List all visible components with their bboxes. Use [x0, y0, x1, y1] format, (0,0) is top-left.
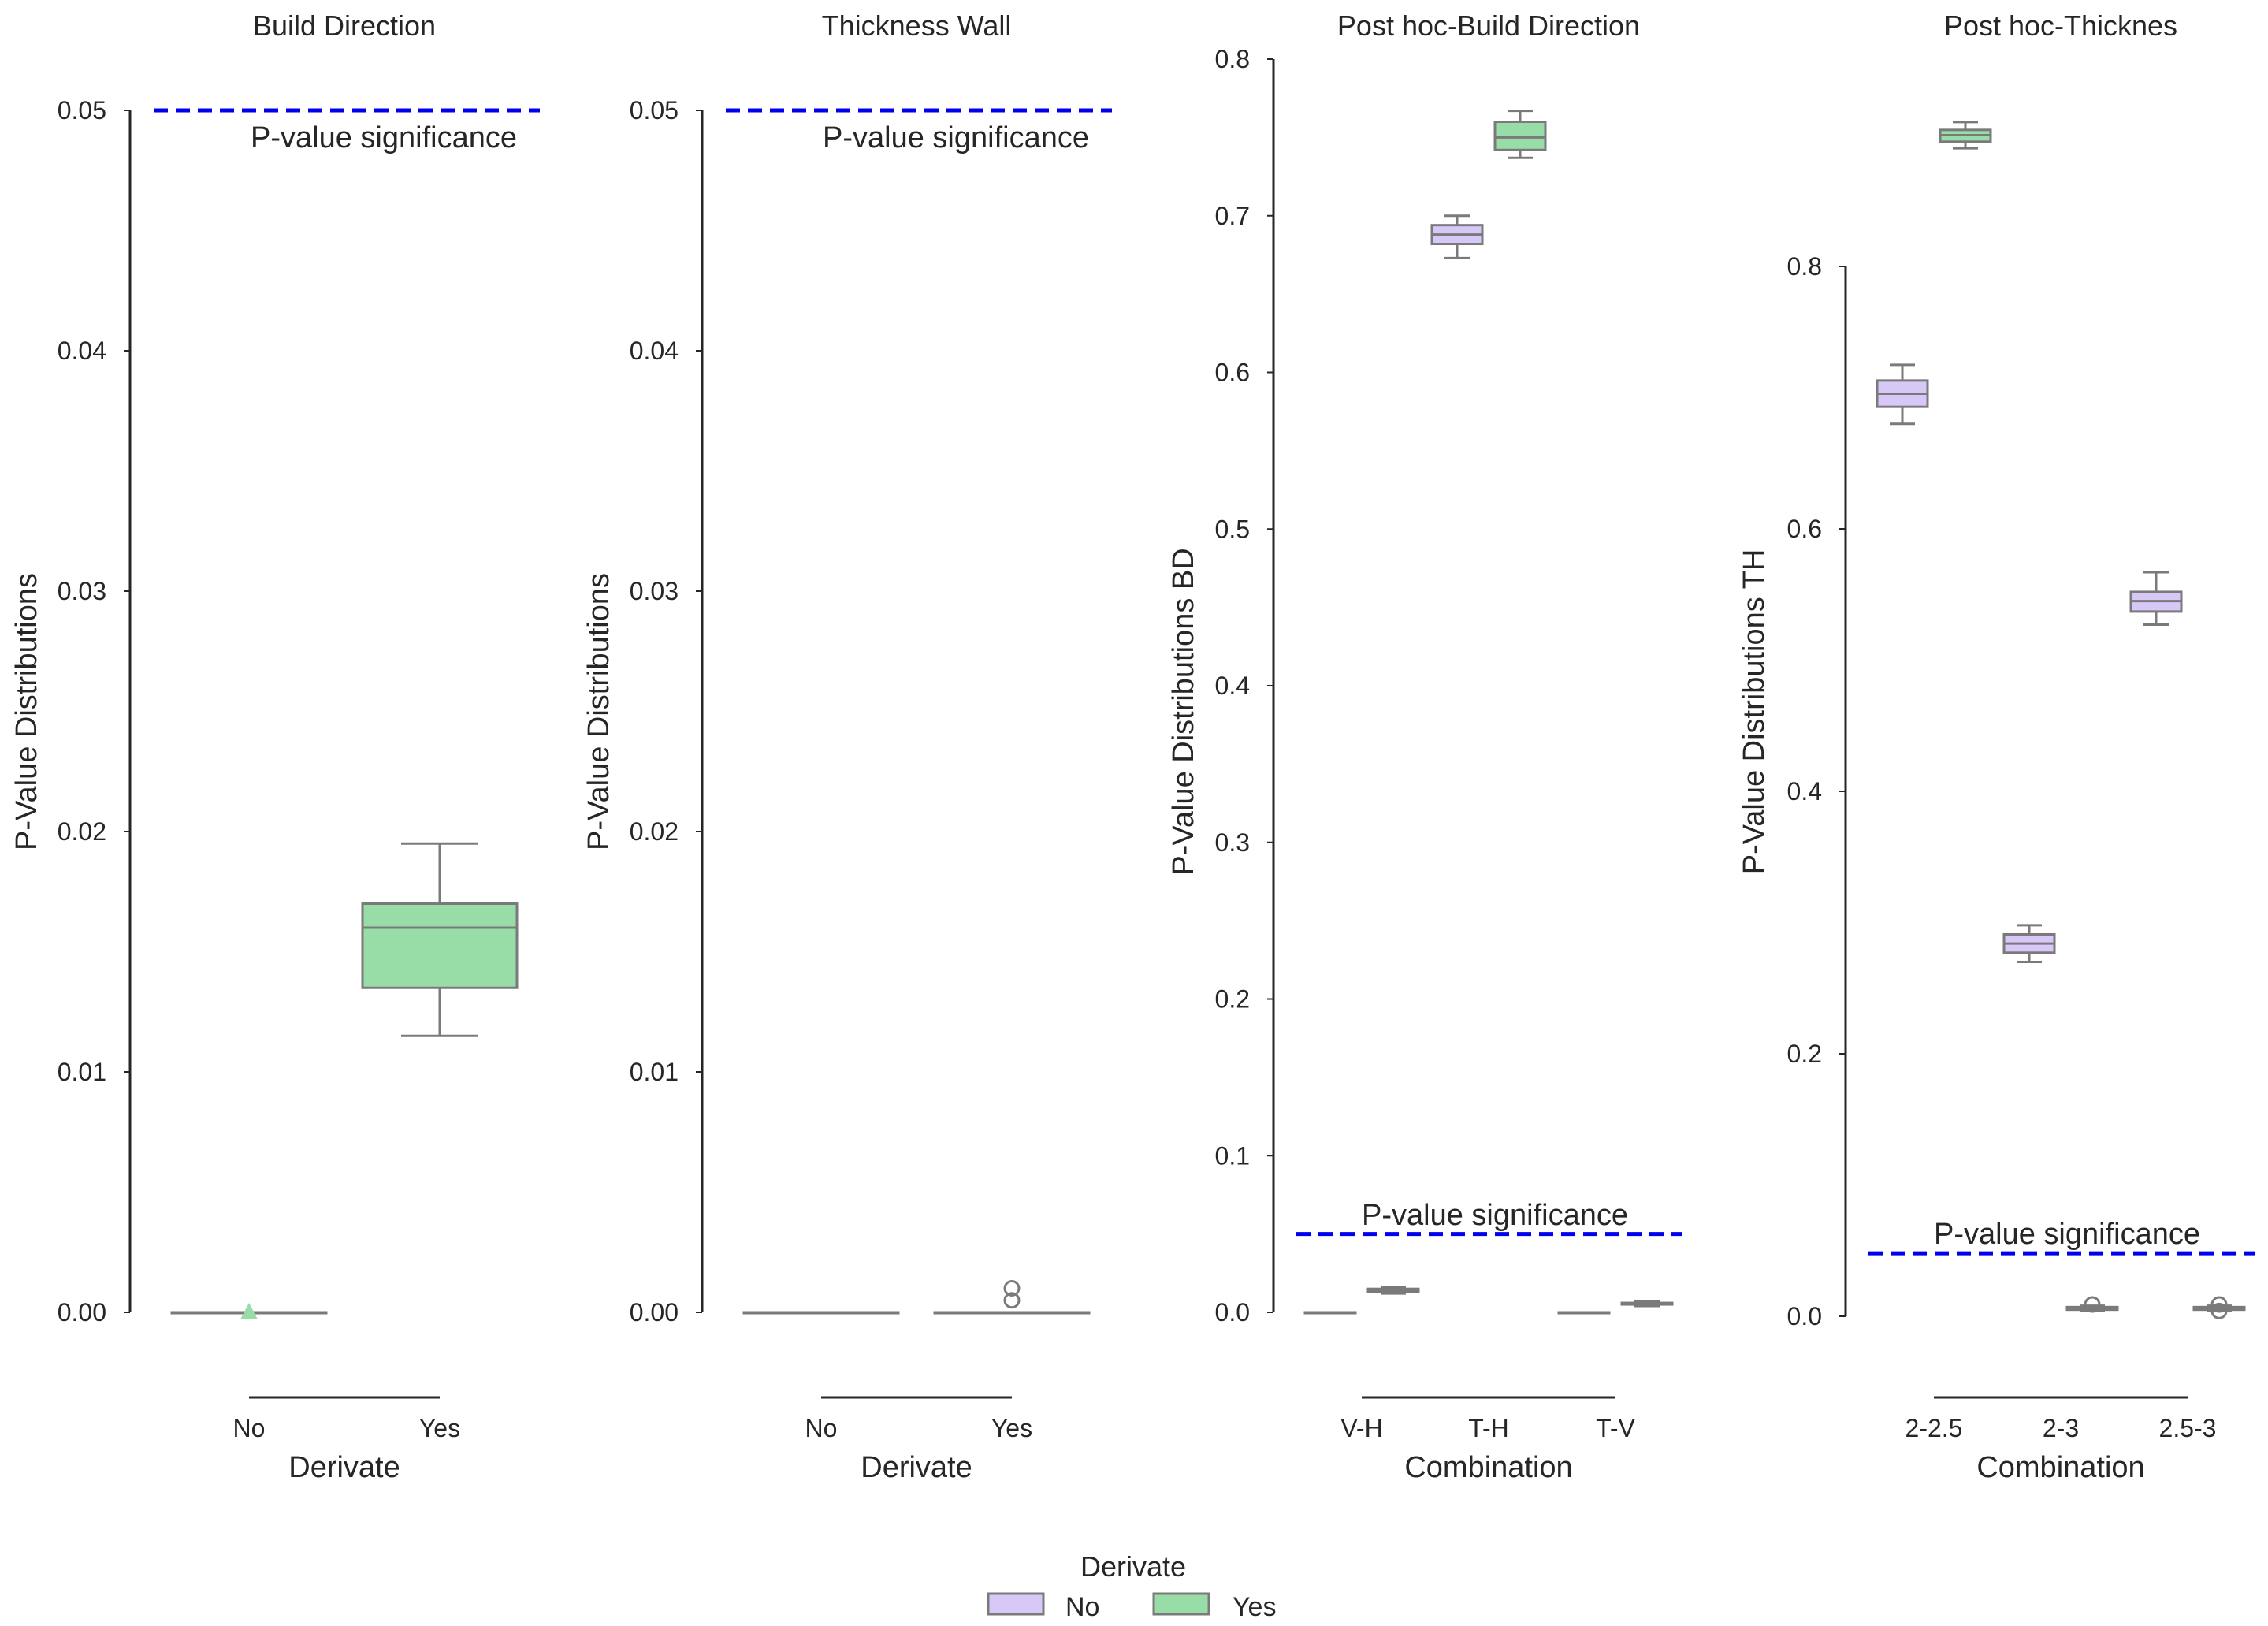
- y-tick-label: 0.4: [1787, 777, 1822, 806]
- y-tick-label: 0.02: [630, 817, 679, 846]
- panel-title: Post hoc-Build Direction: [1337, 9, 1640, 42]
- y-tick-label: 0.2: [1215, 985, 1250, 1014]
- y-axis-label: P-Value Distributions: [582, 573, 615, 850]
- y-tick-label: 0.00: [630, 1298, 679, 1326]
- x-tick-label: Yes: [991, 1414, 1032, 1442]
- y-axis-label: P-Value Distributions: [10, 573, 43, 850]
- panel-thickness-wall: Thickness Wall Derivate P-Value Distribu…: [582, 9, 1089, 1484]
- x-tick-label: T-H: [1468, 1414, 1509, 1442]
- x-tick-label: No: [233, 1414, 266, 1442]
- y-tick-label: 0.5: [1215, 515, 1250, 543]
- mean-marker: [431, 930, 448, 947]
- legend: Derivate No Yes: [987, 1550, 1276, 1622]
- x-tick-label: No: [805, 1414, 838, 1442]
- reference-line-label: P-value significance: [1934, 1218, 2200, 1251]
- outlier-point: [2084, 1296, 2101, 1313]
- y-tick-label: 0.8: [1787, 252, 1822, 281]
- y-tick-label: 0.04: [58, 337, 106, 365]
- y-tick-label: 0.04: [630, 337, 679, 365]
- y-tick-label: 0.1: [1215, 1141, 1250, 1170]
- y-tick-label: 0.0: [1787, 1302, 1822, 1330]
- panel-post-hoc-build-direction: Post hoc-Build Direction Combination P-V…: [1167, 9, 1640, 1484]
- panel-title: Build Direction: [253, 9, 436, 42]
- x-tick-label: 2-2.5: [1905, 1414, 1963, 1442]
- reference-line-label: P-value significance: [251, 121, 517, 154]
- y-tick-label: 0.7: [1215, 202, 1250, 230]
- x-tick-label: 2-3: [2043, 1414, 2079, 1442]
- y-tick-label: 0.05: [58, 96, 106, 125]
- panel-post-hoc-thicknes: Post hoc-Thicknes Combination P-Value Di…: [1738, 9, 2200, 1484]
- x-tick-label: V-H: [1340, 1414, 1382, 1442]
- y-tick-label: 0.0: [1215, 1298, 1250, 1326]
- outlier-point: [1003, 1280, 1021, 1297]
- y-axis-label: P-Value Distributions TH: [1738, 549, 1771, 875]
- panel-title: Post hoc-Thicknes: [1944, 9, 2177, 42]
- y-tick-label: 0.6: [1215, 359, 1250, 387]
- y-tick-label: 0.4: [1215, 672, 1250, 700]
- legend-label-yes: Yes: [1233, 1592, 1276, 1622]
- y-tick-label: 0.03: [630, 577, 679, 605]
- x-axis-label: Derivate: [861, 1451, 972, 1484]
- mean-marker: [240, 1303, 258, 1319]
- legend-label-no: No: [1065, 1592, 1099, 1622]
- y-tick-label: 0.8: [1215, 45, 1250, 73]
- legend-swatch-yes: [1152, 1592, 1210, 1616]
- box-body: [1493, 121, 1547, 151]
- y-tick-label: 0.2: [1787, 1040, 1822, 1068]
- y-tick-label: 0.01: [630, 1058, 679, 1086]
- y-tick-label: 0.01: [58, 1058, 106, 1086]
- reference-line-label: P-value significance: [1362, 1199, 1628, 1232]
- y-axis-label: P-Value Distributions BD: [1167, 548, 1200, 875]
- panel-build-direction: Build Direction Derivate P-Value Distrib…: [10, 9, 517, 1484]
- chart-marks: 0.00 0.01 0.02 0.03 0.04 0.05 No Yes 0.00 0.01 0.0…: [58, 45, 2255, 1442]
- reference-line-label: P-value significance: [823, 121, 1089, 154]
- x-axis-label: Combination: [1976, 1451, 2144, 1484]
- legend-title: Derivate: [1080, 1550, 1186, 1583]
- x-tick-label: Yes: [419, 1414, 460, 1442]
- legend-swatch-no: [987, 1592, 1045, 1616]
- x-axis-label: Derivate: [288, 1451, 400, 1484]
- y-tick-label: 0.05: [630, 96, 679, 125]
- outlier-point: [2210, 1302, 2228, 1319]
- y-tick-label: 0.02: [58, 817, 106, 846]
- outlier-point: [2210, 1296, 2228, 1313]
- y-tick-label: 0.6: [1787, 515, 1822, 543]
- x-axis-label: Combination: [1404, 1451, 1572, 1484]
- outlier-point: [1003, 1292, 1021, 1309]
- y-tick-label: 0.00: [58, 1298, 106, 1326]
- panel-title: Thickness Wall: [822, 9, 1012, 42]
- x-tick-label: 2.5-3: [2159, 1414, 2217, 1442]
- y-tick-label: 0.3: [1215, 828, 1250, 857]
- y-tick-label: 0.03: [58, 577, 106, 605]
- x-tick-label: T-V: [1596, 1414, 1635, 1442]
